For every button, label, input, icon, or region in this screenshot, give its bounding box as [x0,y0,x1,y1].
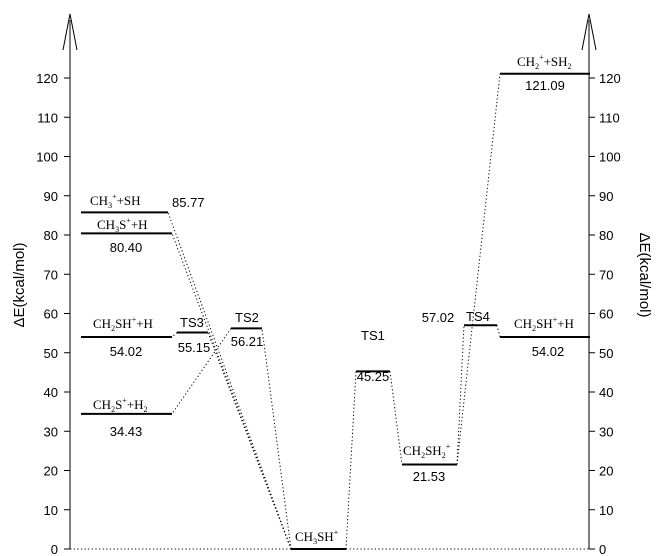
connector-ts4-to-ch2sh-plus-h-right [496,325,501,338]
label-ts2: TS2 [235,310,259,325]
left-tick-label-80: 80 [44,228,58,243]
value-ts3: 55.15 [178,340,211,355]
right-tick-label-120: 120 [599,71,621,86]
connection-lines [70,73,589,550]
connector-ch3sh-plus-to-ch3-plus-sh [167,212,292,550]
value-ts4: 57.02 [422,310,455,325]
left-tick-label-20: 20 [44,464,58,479]
value-ts1: 45.25 [357,369,390,384]
label-ch3s-plus-h: CH3S++H [97,216,148,234]
connector-ch3sh-plus-to-ts2 [261,328,292,550]
right-axis-arrow-icon [581,13,597,51]
value-ts2: 56.21 [231,334,264,349]
label-ch3sh-plus: CH3SH+ [295,528,339,546]
connector-ch3sh-plus-to-ts3 [207,332,292,550]
label-ts1: TS1 [361,328,385,343]
left-tick-label-0: 0 [51,542,58,556]
connector-ch2sh2-plus-to-ch2-plus-sh2 [456,73,501,465]
left-tick-label-40: 40 [44,385,58,400]
left-tick-label-30: 30 [44,424,58,439]
right-tick-label-90: 90 [599,189,613,204]
left-tick-label-120: 120 [36,71,58,86]
right-axis-title: ΔE(kcal/mol) [636,232,653,317]
value-ch3s-plus-h: 80.40 [110,240,143,255]
label-ch3-plus-sh: CH3++SH [90,192,141,210]
right-tick-label-50: 50 [599,346,613,361]
left-tick-label-90: 90 [44,189,58,204]
right-tick-label-10: 10 [599,503,613,518]
value-ch3-plus-sh: 85.77 [172,195,205,210]
connector-ch3sh-plus-to-ch3s-plus-h [171,233,292,550]
label-ch2sh2-plus: CH2SH2+ [403,442,451,460]
label-ts4: TS4 [466,309,490,324]
right-tick-label-60: 60 [599,307,613,322]
value-ch2sh2-plus: 21.53 [413,469,446,484]
value-ch2s-plus-h2: 34.43 [110,424,143,439]
right-tick-label-100: 100 [599,150,621,165]
value-ch2-plus-sh2: 121.09 [525,78,565,93]
axis-ticks: 0 0 10 10 20 20 30 30 40 40 50 50 60 60 70 70 80 80 90 90 10… [36,71,620,556]
right-tick-label-40: 40 [599,385,613,400]
left-axis-arrow-icon [62,13,78,51]
left-tick-label-110: 110 [37,110,58,125]
right-tick-label-0: 0 [599,542,606,556]
connector-ts1-to-ch2sh2-plus [389,371,403,465]
value-ch2sh-plus-h-right: 54.02 [532,344,565,359]
left-tick-label-60: 60 [44,307,58,322]
label-ch2-plus-sh2: CH2++SH2 [517,53,572,71]
left-tick-label-70: 70 [44,267,58,282]
left-axis-title: ΔE(kcal/mol) [11,242,28,327]
label-ts3: TS3 [180,315,204,330]
connector-ts2-to-ch2s-plus-h2 [171,328,232,415]
right-tick-label-80: 80 [599,228,613,243]
energy-levels [81,72,590,550]
right-tick-label-70: 70 [599,267,613,282]
right-tick-label-110: 110 [599,110,620,125]
right-tick-label-20: 20 [599,464,613,479]
value-ch2sh-plus-h-left: 54.02 [110,344,143,359]
connector-ts3-to-ch2sh-plus-h-left [171,332,178,338]
label-ch2sh-plus-h-left: CH2SH++H [93,315,153,333]
label-ch2sh-plus-h-right: CH2SH++H [514,315,574,333]
right-tick-label-30: 30 [599,424,613,439]
connector-ch3sh-plus-to-ts1 [345,371,357,550]
left-tick-label-100: 100 [36,150,58,165]
left-tick-label-10: 10 [44,503,58,518]
connector-ch2sh2-plus-to-ts4 [456,325,465,465]
left-tick-label-50: 50 [44,346,58,361]
label-ch2s-plus-h2: CH2S++H2 [93,396,148,414]
